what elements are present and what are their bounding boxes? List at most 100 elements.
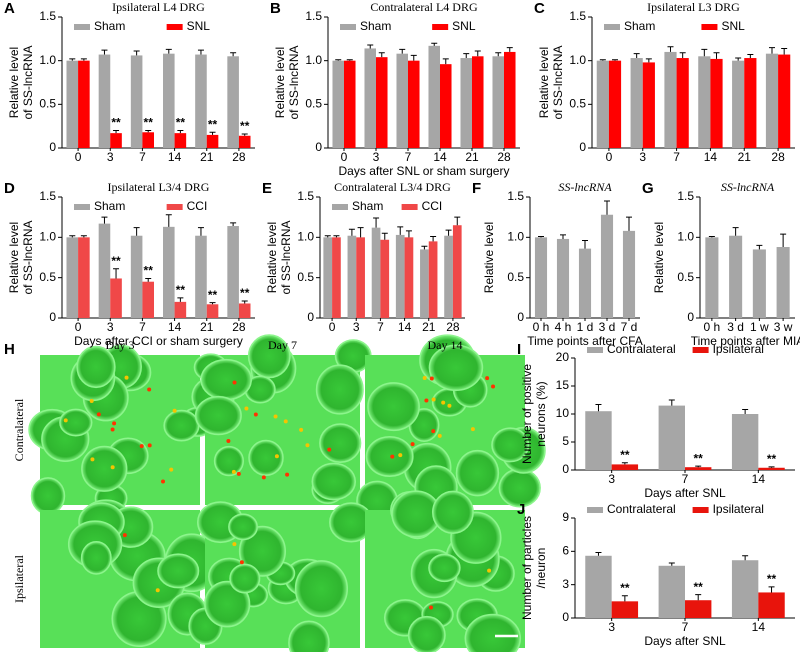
y-tick-label: 10 bbox=[556, 406, 570, 420]
neuron bbox=[213, 445, 245, 477]
neuron bbox=[428, 553, 461, 583]
y-tick-label: 0 bbox=[315, 140, 322, 154]
bar bbox=[163, 226, 175, 318]
error-bar bbox=[695, 594, 702, 601]
error-bar bbox=[668, 562, 675, 566]
y-tick-label: 0.5 bbox=[39, 270, 56, 284]
significance: ** bbox=[176, 116, 186, 130]
y-tick-label: 0 bbox=[579, 140, 586, 154]
bar bbox=[206, 304, 219, 318]
legend-label: Sham bbox=[94, 199, 125, 213]
neuron bbox=[248, 439, 284, 477]
y-axis-label: Relative level bbox=[537, 47, 551, 118]
bar bbox=[504, 51, 516, 148]
bar bbox=[238, 303, 251, 318]
column-label: Day 14 bbox=[428, 338, 463, 352]
x-tick-label: 0 bbox=[75, 150, 82, 164]
particle bbox=[239, 560, 244, 565]
bar bbox=[578, 248, 592, 318]
significance: ** bbox=[111, 116, 121, 130]
x-tick-label: 7 bbox=[139, 150, 146, 164]
x-tick-label: 7 bbox=[682, 472, 689, 486]
bar bbox=[596, 60, 609, 148]
error-bar bbox=[595, 551, 602, 556]
x-axis-label: Time points after CFA bbox=[527, 334, 643, 348]
particle bbox=[299, 427, 304, 432]
error-bar bbox=[113, 268, 120, 279]
y-tick-label: 0 bbox=[307, 310, 314, 324]
legend-swatch bbox=[74, 204, 90, 210]
particle bbox=[429, 605, 434, 610]
neuron bbox=[157, 553, 200, 589]
neuron bbox=[228, 513, 258, 541]
legend-swatch bbox=[701, 24, 718, 30]
particle bbox=[147, 443, 152, 448]
x-tick-label: 7 bbox=[673, 150, 680, 164]
error-bar bbox=[241, 133, 248, 136]
error-bar bbox=[667, 46, 674, 52]
x-tick-label: 21 bbox=[200, 320, 214, 334]
bar bbox=[658, 405, 685, 470]
y-tick-label: 1.5 bbox=[39, 9, 56, 23]
neuron bbox=[407, 615, 446, 655]
bar bbox=[731, 560, 759, 618]
particle bbox=[305, 443, 310, 448]
legend-label: SNL bbox=[452, 19, 476, 33]
significance: ** bbox=[694, 451, 704, 465]
panel-letter: G bbox=[642, 180, 654, 197]
x-tick-label: 28 bbox=[446, 320, 460, 334]
particle bbox=[244, 406, 249, 411]
bar bbox=[732, 60, 745, 148]
bar bbox=[585, 411, 612, 470]
x-tick-label: 0 bbox=[341, 150, 348, 164]
legend-label: CCI bbox=[422, 199, 443, 213]
legend-swatch bbox=[166, 204, 183, 210]
y-tick-label: 1.0 bbox=[507, 230, 524, 244]
bar bbox=[347, 235, 357, 318]
bar bbox=[685, 600, 712, 618]
particle bbox=[431, 429, 436, 434]
error-bar bbox=[604, 200, 610, 215]
panel-letter: B bbox=[270, 0, 281, 17]
particle bbox=[147, 387, 152, 392]
error-bar bbox=[756, 244, 763, 250]
y-tick-label: 1.5 bbox=[305, 9, 322, 23]
legend-label: CCI bbox=[187, 199, 208, 213]
column-label: Day 7 bbox=[268, 338, 297, 352]
particle bbox=[274, 454, 279, 459]
x-tick-label: 0 bbox=[606, 150, 613, 164]
bar bbox=[364, 48, 376, 148]
error-bar bbox=[742, 555, 749, 561]
x-tick-label: 14 bbox=[752, 472, 766, 486]
micrographs bbox=[28, 334, 546, 657]
error-bar bbox=[230, 52, 237, 57]
bar bbox=[78, 60, 90, 148]
bar bbox=[380, 239, 390, 318]
legend-label: Ipsilateral bbox=[713, 502, 764, 516]
bar bbox=[440, 64, 452, 148]
neuron bbox=[288, 620, 330, 657]
y-tick-label: 0.5 bbox=[305, 97, 322, 111]
error-bar bbox=[69, 58, 76, 61]
y-axis-label: Number of positive bbox=[520, 364, 534, 464]
legend-swatch bbox=[332, 204, 348, 210]
bar bbox=[444, 235, 453, 318]
bar bbox=[642, 62, 655, 149]
legend-swatch bbox=[401, 204, 418, 210]
y-axis-label: of SS-lncRNA bbox=[279, 220, 293, 294]
bar bbox=[227, 56, 239, 148]
particle bbox=[169, 467, 174, 472]
error-bar bbox=[645, 58, 652, 63]
bar bbox=[206, 134, 219, 148]
significance: ** bbox=[208, 117, 218, 131]
error-bar bbox=[101, 49, 108, 55]
x-tick-label: 3 d bbox=[727, 320, 744, 334]
legend-label: SNL bbox=[721, 19, 745, 33]
bar bbox=[195, 235, 207, 318]
significance: ** bbox=[620, 581, 630, 595]
bar bbox=[611, 464, 639, 470]
particle bbox=[437, 433, 442, 438]
bar bbox=[163, 53, 175, 148]
bar bbox=[332, 237, 341, 318]
